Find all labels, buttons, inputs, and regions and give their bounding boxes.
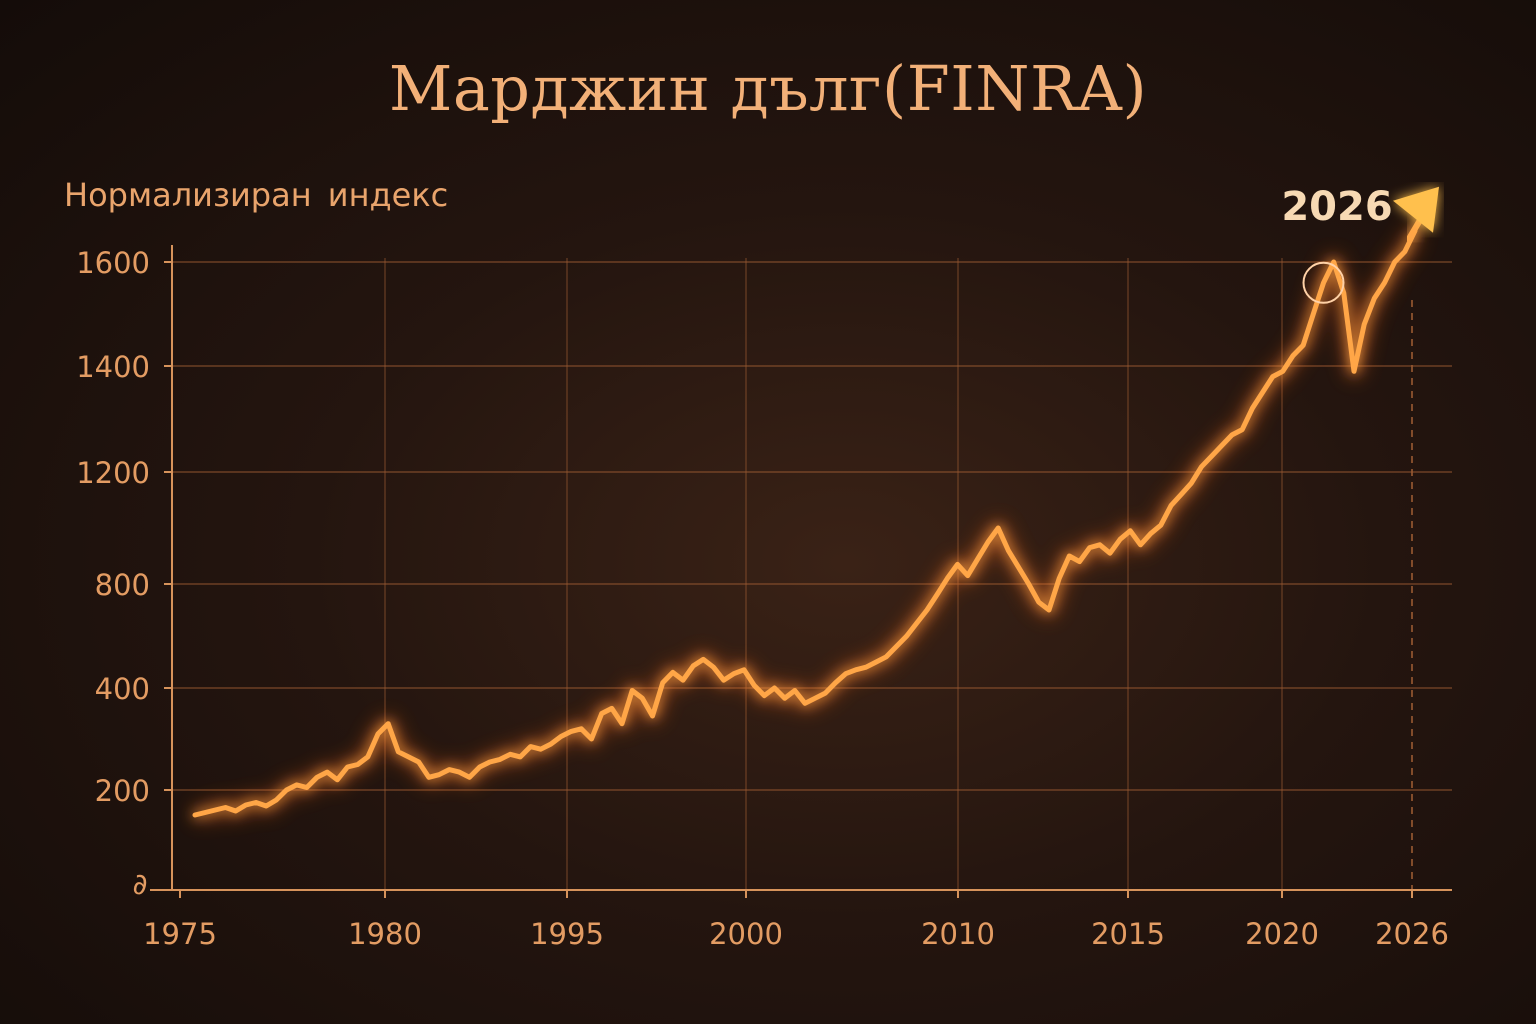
y-axis-label: Нормализиран индекс: [64, 176, 449, 214]
y-tick-label: 1200: [76, 456, 150, 490]
grid: [172, 258, 1452, 890]
x-tick-label: 2020: [1245, 917, 1319, 951]
y-tick-label: 1400: [76, 350, 150, 384]
annotations: 2026: [1281, 184, 1439, 304]
highlight-year-label: 2026: [1281, 184, 1392, 230]
y-tick-label: 200: [95, 774, 150, 808]
x-tick-label: 2000: [709, 917, 783, 951]
series-line: [192, 228, 1418, 818]
origin-label: ∂: [133, 867, 148, 901]
trend-arrow-head: [1393, 186, 1439, 233]
x-tick-label: 1975: [143, 917, 217, 951]
x-tick-label: 1995: [530, 917, 604, 951]
x-tick-label: 1980: [348, 917, 422, 951]
peak-highlight-circle: [1302, 261, 1345, 304]
tick-labels: 200 400 800 1200 1400 1600 1975 1980 1995 2000 201…: [76, 246, 1449, 951]
x-tick-label: 2010: [921, 917, 995, 951]
chart-title: Марджин дълг(FINRA): [388, 52, 1148, 125]
x-tick-label: 2015: [1091, 917, 1165, 951]
x-tick-label: 2026: [1375, 917, 1449, 951]
series: [192, 227, 1422, 822]
series-glow: [193, 227, 1422, 822]
y-tick-label: 400: [95, 672, 150, 706]
y-tick-label: 800: [95, 568, 150, 602]
y-tick-label: 1600: [76, 246, 150, 280]
axes: [150, 245, 1452, 898]
